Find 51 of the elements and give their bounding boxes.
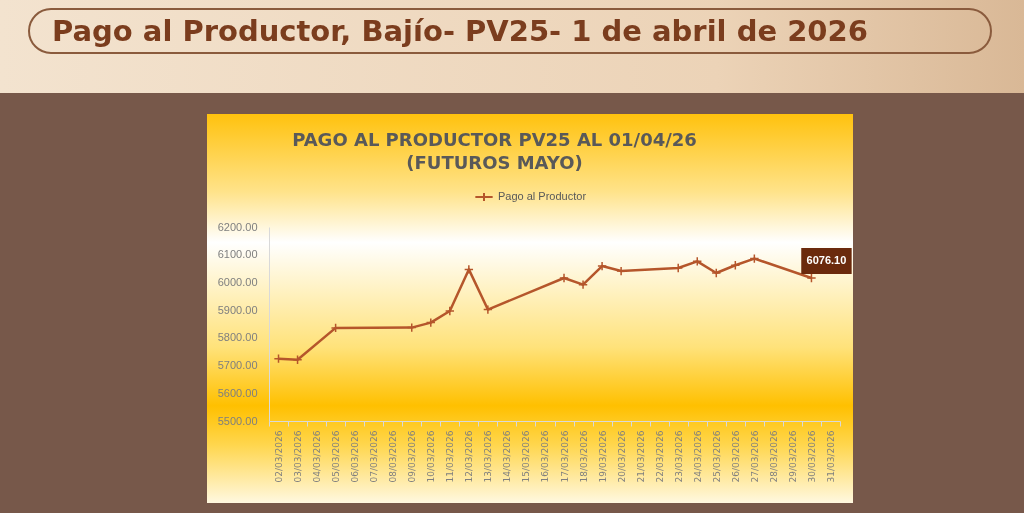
x-tick-label: 06/03/2026 <box>350 430 361 483</box>
x-tick-label: 21/03/2026 <box>635 430 646 483</box>
y-tick-label: 6000.00 <box>217 275 258 288</box>
y-tick-label: 5500.00 <box>217 414 258 427</box>
x-tick-label: 19/03/2026 <box>597 430 608 483</box>
point <box>425 317 436 328</box>
x-tick-label: 04/03/2026 <box>312 430 323 483</box>
x-tick-label: 26/03/2026 <box>730 430 741 483</box>
x-tick-label: 17/03/2026 <box>559 430 570 483</box>
x-tick-label: 16/03/2026 <box>540 430 551 483</box>
x-tick-label: 30/03/2026 <box>806 430 817 483</box>
x-tick-label: 14/03/2026 <box>502 430 513 483</box>
y-tick-label: 5600.00 <box>217 386 258 399</box>
x-tick-label: 18/03/2026 <box>578 430 589 483</box>
point <box>482 304 493 315</box>
x-tick-label: 07/03/2026 <box>369 430 380 483</box>
y-tick-label: 5700.00 <box>217 359 258 372</box>
x-tick-label: 10/03/2026 <box>426 430 437 483</box>
x-tick-label: 13/03/2026 <box>483 430 494 483</box>
x-tick-label: 31/03/2026 <box>825 430 836 483</box>
point <box>444 306 455 316</box>
x-tick-label: 25/03/2026 <box>711 430 722 483</box>
x-tick-label: 03/03/2026 <box>293 430 304 483</box>
x-tick-label: 29/03/2026 <box>787 430 798 483</box>
y-tick-label: 6100.00 <box>217 248 258 261</box>
legend-label: Pago al Productor <box>498 190 587 202</box>
x-tick-label: 11/03/2026 <box>445 430 456 483</box>
x-tick-label: 08/03/2026 <box>388 430 399 483</box>
x-tick-label: 12/03/2026 <box>464 430 475 483</box>
x-tick-label: 09/03/2026 <box>407 430 418 483</box>
point <box>597 261 608 272</box>
point <box>806 273 817 283</box>
point <box>292 354 303 365</box>
x-tick-label: 20/03/2026 <box>616 430 627 483</box>
chart-title: Pago al Productor, Bajío- PV25- 1 de abril de 2026 <box>28 8 992 54</box>
annotation: 6076.10 <box>806 253 847 266</box>
x-tick-label: 28/03/2026 <box>768 430 779 483</box>
x-tick-label: 15/03/2026 <box>521 430 532 483</box>
point <box>463 264 474 275</box>
x-tick-label: 27/03/2026 <box>749 430 760 483</box>
y-tick-label: 5800.00 <box>217 331 258 344</box>
x-tick-label: 24/03/2026 <box>692 430 703 483</box>
y-tick-label: 5900.00 <box>217 303 258 316</box>
x-tick-label: 23/03/2026 <box>673 430 684 483</box>
x-tick-label: 05/03/2026 <box>331 430 342 483</box>
chart-subtitle: PAGO AL PRODUCTOR PV25 AL 01/04/26 (FUTUROS MAYO) <box>292 129 697 173</box>
y-tick-label: 6200.00 <box>217 220 258 233</box>
x-tick-label: 02/03/2026 <box>274 430 285 483</box>
x-tick-label: 22/03/2026 <box>654 430 665 483</box>
point <box>559 273 569 283</box>
point <box>578 279 588 290</box>
